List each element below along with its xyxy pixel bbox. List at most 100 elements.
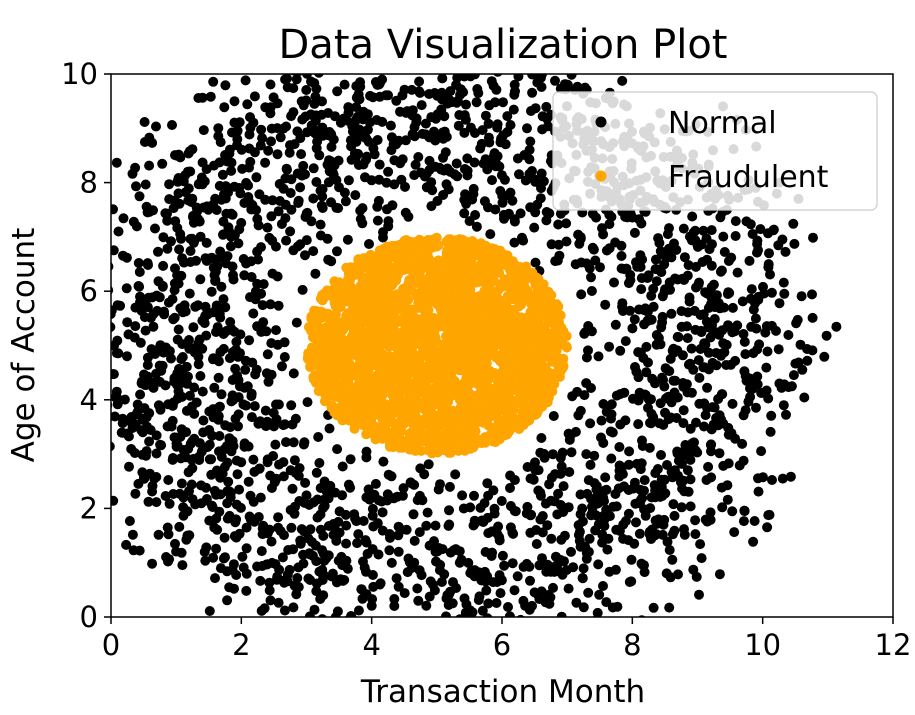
data-point: [678, 405, 689, 416]
data-point: [292, 573, 303, 583]
data-point: [208, 404, 219, 415]
data-point: [256, 326, 267, 337]
data-point: [608, 501, 619, 512]
data-point: [739, 336, 750, 347]
data-point: [327, 568, 338, 579]
data-point: [231, 336, 242, 347]
data-point: [671, 244, 682, 255]
data-point: [470, 311, 481, 322]
data-point: [168, 203, 179, 214]
data-point: [310, 268, 321, 279]
data-point: [323, 254, 334, 265]
data-point: [639, 485, 649, 496]
data-point: [484, 100, 495, 111]
data-point: [451, 158, 462, 169]
data-point: [694, 589, 704, 600]
data-point: [547, 449, 558, 460]
data-point: [123, 329, 134, 340]
data-point: [678, 223, 689, 234]
data-point: [467, 640, 477, 650]
data-point: [555, 208, 566, 219]
data-point: [331, 175, 342, 186]
data-point: [204, 606, 215, 616]
data-point: [741, 216, 752, 227]
data-point: [122, 351, 132, 362]
data-point: [313, 622, 323, 632]
data-point: [151, 121, 161, 132]
data-point: [154, 292, 165, 303]
data-point: [432, 546, 443, 557]
data-point: [219, 532, 230, 543]
data-point: [486, 551, 497, 561]
data-point: [158, 232, 169, 243]
data-point: [473, 595, 484, 605]
data-point: [748, 536, 759, 547]
data-point: [216, 389, 227, 400]
data-point: [243, 476, 254, 487]
data-point: [328, 358, 339, 369]
data-point: [311, 467, 322, 478]
data-point: [226, 446, 237, 457]
data-point: [331, 531, 342, 542]
data-point: [698, 225, 709, 236]
data-point: [287, 419, 298, 430]
data-point: [242, 99, 253, 110]
data-point: [706, 472, 717, 483]
data-point: [282, 164, 292, 175]
data-point: [598, 581, 608, 591]
data-point: [619, 387, 630, 398]
data-point: [679, 448, 690, 459]
data-point: [248, 454, 259, 465]
data-point: [477, 605, 488, 616]
data-point: [453, 120, 464, 131]
data-point: [230, 413, 241, 424]
data-point: [561, 565, 572, 576]
data-point: [669, 347, 679, 358]
data-point: [639, 504, 650, 515]
data-point: [128, 216, 139, 227]
data-point: [643, 270, 654, 281]
data-point: [205, 91, 216, 102]
data-point: [330, 487, 341, 498]
data-point: [317, 614, 327, 617]
data-point: [445, 234, 456, 245]
data-point: [122, 317, 133, 328]
data-point: [275, 132, 286, 143]
data-point: [598, 438, 609, 448]
data-point: [365, 344, 376, 355]
data-point: [454, 238, 465, 249]
data-point: [273, 597, 284, 608]
data-point: [323, 550, 334, 561]
data-point: [69, 218, 79, 228]
data-point: [295, 239, 306, 250]
data-point: [67, 345, 77, 355]
data-point: [121, 283, 132, 294]
data-point: [302, 74, 312, 79]
data-point: [746, 284, 757, 295]
data-point: [550, 75, 560, 86]
data-point: [686, 343, 697, 354]
data-point: [694, 277, 704, 288]
data-point: [435, 559, 446, 570]
data-point: [494, 570, 505, 581]
data-point: [220, 302, 231, 313]
data-point: [531, 408, 542, 419]
data-point: [418, 648, 428, 658]
data-point: [286, 204, 297, 215]
data-point: [377, 525, 388, 536]
data-point: [468, 278, 479, 289]
data-point: [306, 216, 317, 227]
data-point: [208, 262, 219, 273]
data-point: [243, 180, 254, 191]
data-point: [622, 212, 633, 223]
data-point: [494, 267, 505, 278]
data-point: [557, 447, 568, 458]
data-point: [213, 131, 224, 142]
data-point: [382, 204, 392, 215]
data-point: [409, 131, 420, 142]
data-point: [542, 520, 553, 531]
data-point: [293, 195, 304, 206]
data-point: [558, 507, 569, 517]
data-point: [288, 437, 299, 448]
data-point: [556, 328, 567, 339]
